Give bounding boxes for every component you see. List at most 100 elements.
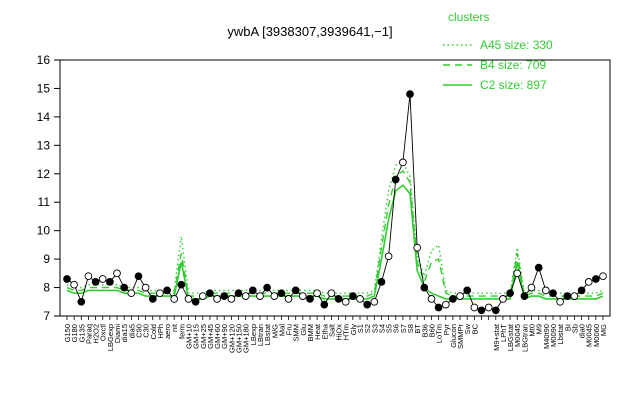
data-point bbox=[191, 297, 200, 306]
data-point bbox=[534, 263, 543, 272]
x-tick-label: Sb bbox=[570, 324, 579, 333]
x-tick-label: G150 bbox=[63, 324, 72, 342]
x-tick-label: S3 bbox=[370, 324, 379, 333]
x-tick-label: GM+45 bbox=[206, 324, 215, 349]
x-tick-label: dia15 bbox=[120, 324, 129, 342]
x-tick-label: BC bbox=[470, 323, 479, 334]
data-point bbox=[377, 278, 386, 286]
x-tick-label: M0090 bbox=[549, 324, 558, 347]
data-point bbox=[491, 306, 500, 315]
y-tick-label: 11 bbox=[38, 195, 51, 209]
x-tick-label: C90 bbox=[134, 324, 143, 338]
data-point bbox=[63, 275, 71, 283]
data-point bbox=[156, 289, 164, 298]
x-tick-label: HiOx bbox=[335, 324, 344, 341]
data-point bbox=[556, 297, 564, 306]
x-tick-label: Heat bbox=[313, 323, 322, 340]
x-tick-label: S1 bbox=[356, 324, 365, 333]
x-tick-label: M0045 bbox=[513, 324, 522, 347]
data-point bbox=[563, 292, 572, 300]
x-tick-label: Mal bbox=[277, 324, 286, 336]
data-point bbox=[391, 175, 400, 184]
data-point bbox=[213, 295, 221, 303]
data-point bbox=[148, 295, 157, 303]
x-tick-label: nit bbox=[170, 323, 179, 332]
data-point bbox=[420, 283, 429, 292]
data-point bbox=[334, 295, 343, 303]
plot-frame bbox=[59, 59, 611, 317]
data-point bbox=[341, 297, 350, 306]
x-tick-label: ferm bbox=[177, 324, 186, 339]
data-point bbox=[234, 289, 243, 298]
x-tick-label: GM+180 bbox=[242, 324, 251, 353]
x-tick-label: S6 bbox=[392, 324, 401, 333]
x-tick-label: MG bbox=[599, 324, 608, 336]
data-point bbox=[177, 280, 186, 289]
x-tick-label: Paraq bbox=[84, 324, 93, 344]
data-point bbox=[463, 286, 472, 295]
data-point bbox=[270, 292, 279, 300]
data-point bbox=[306, 295, 314, 303]
y-tick-label: 14 bbox=[37, 110, 51, 124]
x-tick-label: Glu bbox=[299, 324, 308, 336]
cluster-line-dotted bbox=[66, 161, 604, 295]
data-point bbox=[263, 283, 271, 292]
y-tick-label: 9 bbox=[43, 252, 50, 266]
y-tick-label: 7 bbox=[43, 309, 50, 323]
data-point bbox=[513, 269, 522, 278]
data-point bbox=[399, 158, 407, 167]
x-tick-label: Lbstat bbox=[556, 323, 565, 344]
data-point bbox=[577, 286, 586, 295]
x-tick-label: M40t90 bbox=[542, 324, 551, 349]
x-tick-label: GM+90 bbox=[220, 324, 229, 349]
data-point bbox=[113, 269, 121, 278]
x-tick-label: Fru bbox=[285, 324, 294, 335]
data-point bbox=[298, 292, 307, 300]
data-point bbox=[320, 300, 329, 309]
y-tick-label: 16 bbox=[37, 53, 51, 67]
data-point bbox=[527, 283, 536, 292]
data-point bbox=[277, 289, 286, 298]
y-tick-label: 8 bbox=[43, 281, 50, 295]
y-tick-label: 13 bbox=[37, 138, 51, 152]
x-tick-label: M/G bbox=[270, 324, 279, 338]
data-point bbox=[170, 295, 179, 303]
data-point bbox=[520, 292, 529, 300]
x-tick-label: S8 bbox=[406, 324, 415, 333]
data-point bbox=[198, 292, 207, 300]
data-point bbox=[349, 292, 357, 300]
data-point bbox=[70, 280, 78, 289]
x-tick-label: B60 bbox=[427, 324, 436, 337]
legend-title: clusters bbox=[448, 10, 489, 24]
x-tick-label: Glucon bbox=[449, 324, 458, 348]
data-point bbox=[541, 286, 550, 295]
data-point bbox=[127, 289, 136, 298]
x-tick-label: Salt bbox=[327, 323, 336, 337]
x-tick-label: GM+25 bbox=[199, 324, 208, 349]
x-tick-label: G135 bbox=[77, 324, 86, 342]
data-point bbox=[470, 303, 479, 312]
data-point bbox=[499, 295, 507, 303]
data-point bbox=[592, 275, 600, 283]
data-point bbox=[570, 292, 579, 300]
legend-label-b4: B4 size: 709 bbox=[480, 58, 546, 72]
x-tick-label: BT bbox=[413, 324, 422, 334]
data-point bbox=[141, 283, 150, 292]
x-tick-label: S4 bbox=[377, 324, 386, 333]
x-tick-label: Diami bbox=[113, 324, 122, 344]
data-points bbox=[63, 90, 607, 315]
x-tick-label: M9 bbox=[535, 324, 544, 334]
x-tick-label: LBGexp bbox=[106, 324, 115, 351]
x-tick-label: BI bbox=[563, 324, 572, 331]
data-point bbox=[356, 295, 364, 303]
x-tick-label: Gly bbox=[349, 324, 358, 336]
x-tick-label: GM+15 bbox=[192, 324, 201, 349]
x-tick-label: aero bbox=[163, 324, 172, 339]
x-tick-label: Mt0 bbox=[528, 324, 537, 337]
plot-area bbox=[59, 59, 611, 317]
data-point bbox=[77, 297, 86, 306]
data-point bbox=[449, 295, 457, 303]
data-point bbox=[163, 286, 171, 295]
data-point bbox=[241, 292, 250, 300]
